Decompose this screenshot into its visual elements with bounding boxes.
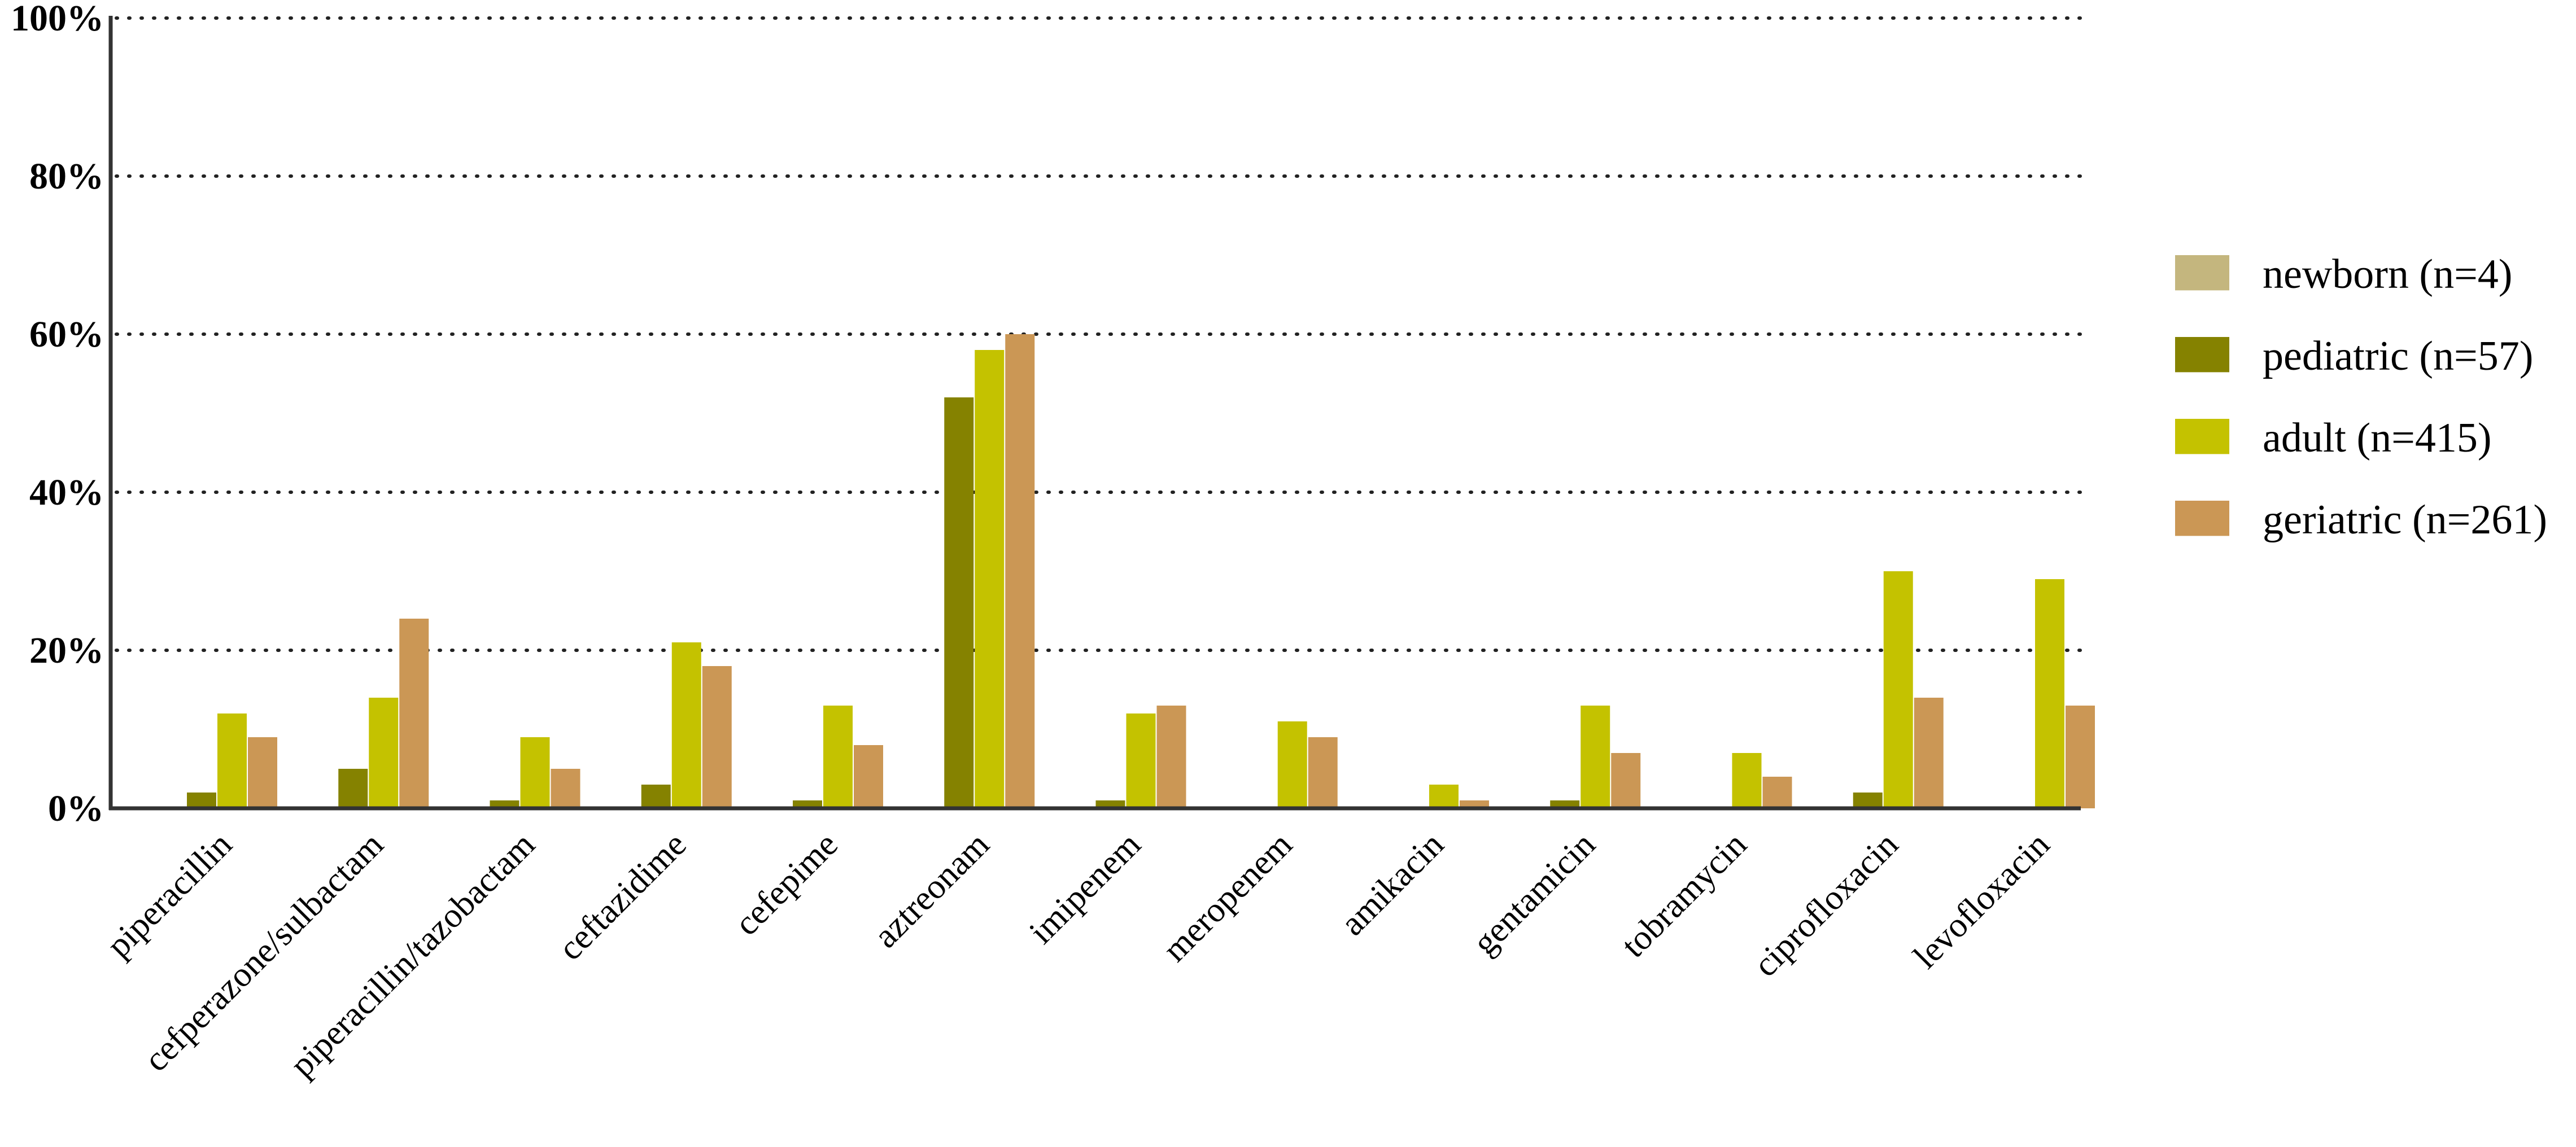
gridlines xyxy=(115,16,2082,652)
bar-gentamicin-series-2 xyxy=(1580,706,1610,808)
bar-aztreonam-series-1 xyxy=(944,397,974,808)
x-category-label: piperacillin/tazobactam xyxy=(283,825,542,1084)
bar-ceftazidime-series-1 xyxy=(641,785,671,808)
bar-cefperazone-sulbactam-series-3 xyxy=(399,619,429,808)
bar-piperacillin-series-3 xyxy=(248,737,277,808)
bars xyxy=(187,334,2095,808)
legend: newborn (n=4) pediatric (n=57) adult (n=41… xyxy=(2175,251,2547,543)
bar-meropenem-series-2 xyxy=(1277,721,1307,808)
bar-ciprofloxacin-series-3 xyxy=(1914,698,1944,808)
x-category-label: cefepime xyxy=(727,825,845,943)
x-category-label: aztreonam xyxy=(867,825,997,956)
x-category-label: ceftazidime xyxy=(551,825,694,968)
y-tick-label: 20% xyxy=(29,630,104,671)
bar-ceftazidime-series-3 xyxy=(702,666,732,808)
y-tick-label: 60% xyxy=(29,314,104,355)
bar-cefperazone-sulbactam-series-2 xyxy=(369,698,399,808)
x-category-label: imipenem xyxy=(1022,825,1148,951)
legend-label: geriatric (n=261) xyxy=(2263,497,2547,543)
legend-label: pediatric (n=57) xyxy=(2263,333,2533,379)
bar-levofloxacin-series-3 xyxy=(2066,706,2095,808)
y-tick-label: 80% xyxy=(29,156,104,197)
legend-swatch xyxy=(2175,419,2229,454)
bar-imipenem-series-3 xyxy=(1156,706,1186,808)
bar-aztreonam-series-2 xyxy=(975,350,1005,808)
legend-swatch xyxy=(2175,501,2229,536)
legend-swatch xyxy=(2175,337,2229,373)
bar-piperacillin-series-2 xyxy=(217,713,247,808)
x-category-label: tobramycin xyxy=(1614,825,1754,965)
legend-swatch xyxy=(2175,255,2229,291)
bar-tobramycin-series-2 xyxy=(1732,753,1762,808)
bar-imipenem-series-2 xyxy=(1126,713,1156,808)
bar-tobramycin-series-3 xyxy=(1762,777,1792,808)
x-category-label: amikacin xyxy=(1333,825,1451,943)
bar-meropenem-series-3 xyxy=(1308,737,1338,808)
y-tick-label: 100% xyxy=(11,0,104,39)
x-category-label: ciprofloxacin xyxy=(1747,825,1906,984)
bar-piperacillin-series-1 xyxy=(187,793,216,808)
bar-amikacin-series-2 xyxy=(1429,785,1459,808)
bar-ceftazidime-series-2 xyxy=(671,642,701,808)
x-category-label: piperacillin xyxy=(99,825,239,965)
x-category-label: gentamicin xyxy=(1465,825,1603,962)
bar-cefepime-series-2 xyxy=(823,706,853,808)
bar-gentamicin-series-3 xyxy=(1611,753,1641,808)
bar-aztreonam-series-3 xyxy=(1005,334,1035,808)
bar-ciprofloxacin-series-1 xyxy=(1853,793,1883,808)
x-category-label: levofloxacin xyxy=(1906,825,2057,976)
y-tick-label: 40% xyxy=(29,472,104,513)
bar-ciprofloxacin-series-2 xyxy=(1883,571,1913,808)
bar-cefperazone-sulbactam-series-1 xyxy=(338,769,368,808)
y-axis-tick-labels: 0% 20% 40% 60% 80% 100% xyxy=(11,0,104,829)
y-tick-label: 0% xyxy=(48,788,104,829)
legend-label: newborn (n=4) xyxy=(2263,251,2512,297)
bar-piperacillin-tazobactam-series-2 xyxy=(520,737,550,808)
bar-piperacillin-tazobactam-series-3 xyxy=(551,769,580,808)
x-axis-category-labels: piperacillincefperazone/sulbactampiperac… xyxy=(99,825,2057,1084)
legend-label: adult (n=415) xyxy=(2263,415,2491,461)
bar-cefepime-series-3 xyxy=(854,745,883,808)
x-category-label: meropenem xyxy=(1156,825,1300,969)
bar-levofloxacin-series-2 xyxy=(2035,579,2064,808)
